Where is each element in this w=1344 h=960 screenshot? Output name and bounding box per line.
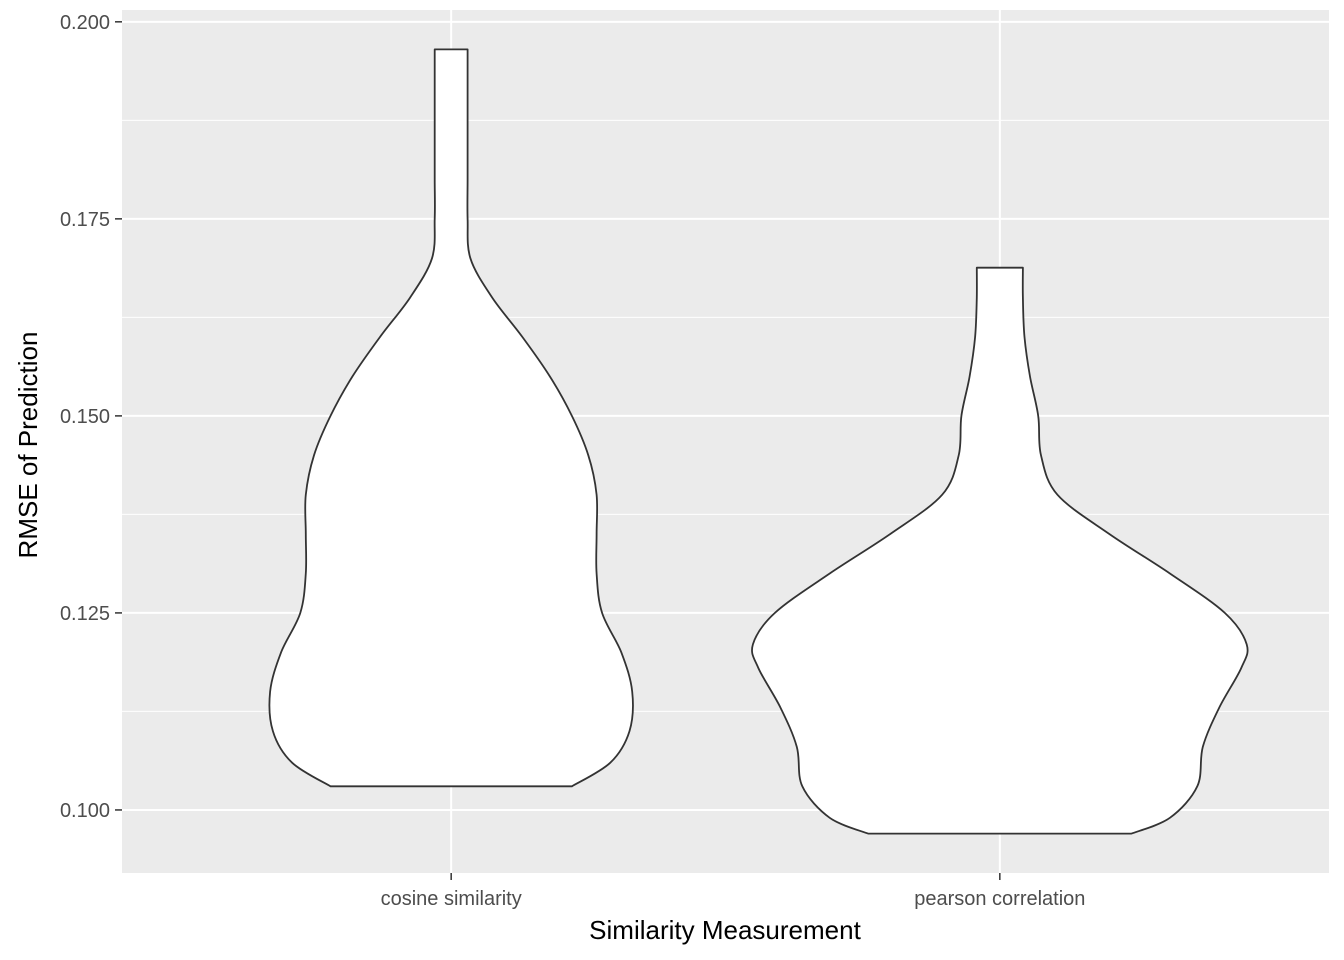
x-axis-title: Similarity Measurement [589,915,861,945]
y-tick-label: 0.175 [60,209,110,231]
x-axis: cosine similarity pearson correlation [381,873,1085,910]
y-tick-label: 0.150 [60,406,110,428]
x-tick-label: cosine similarity [381,888,522,910]
y-tick-label: 0.100 [60,800,110,822]
violin-cosine-similarity [268,48,634,788]
y-tick-label: 0.125 [60,603,110,625]
y-axis-title: RMSE of Prediction [13,332,43,559]
x-tick-label: pearson correlation [914,888,1085,910]
y-axis: 0.100 0.125 0.150 0.175 0.200 [60,12,122,822]
violin-pearson-correlation [751,266,1249,835]
violins [268,48,1249,835]
y-tick-label: 0.200 [60,12,110,34]
